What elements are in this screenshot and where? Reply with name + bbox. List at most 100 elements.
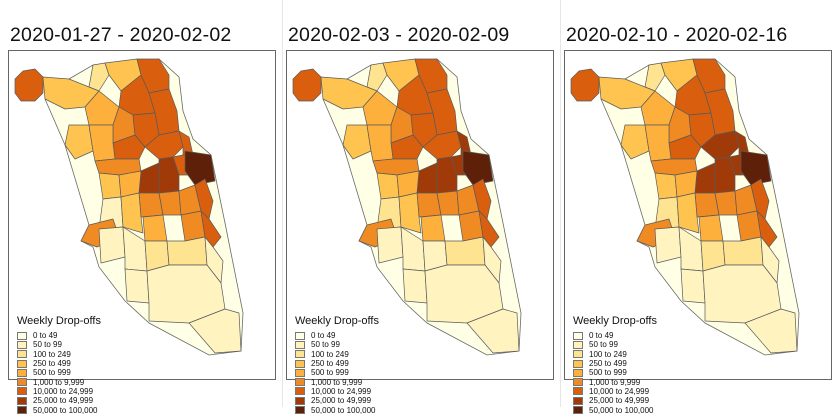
map-region-south-lake2 <box>750 178 770 220</box>
legend-item: 50 to 99 <box>17 340 101 349</box>
legend-swatch <box>295 340 305 349</box>
map-region-south-w1 <box>98 172 122 200</box>
legend-label: 0 to 49 <box>589 331 614 341</box>
panel-title: 2020-02-10 - 2020-02-16 <box>566 24 788 46</box>
panel-separator <box>560 0 561 407</box>
legend-item: 10,000 to 24,999 <box>573 387 657 396</box>
panel-title: 2020-01-27 - 2020-02-02 <box>10 24 232 46</box>
map-frame: Weekly Drop-offs 0 to 49 50 to 99 100 to 2… <box>8 50 276 415</box>
choropleth-map <box>292 58 522 356</box>
legend-swatch <box>573 406 583 415</box>
legend-item: 10,000 to 24,999 <box>295 387 379 396</box>
map-panel-2: 2020-02-03 - 2020-02-09 Weekly Drop-offs… <box>286 0 556 415</box>
legend-item: 25,000 to 49,999 <box>17 396 101 405</box>
map-region-far-sw <box>376 226 404 264</box>
map-legend: Weekly Drop-offs 0 to 49 50 to 99 100 to 2… <box>17 315 101 415</box>
legend-swatch <box>295 359 305 368</box>
map-region-far-north-w <box>88 62 110 92</box>
legend-swatch <box>17 350 27 359</box>
legend-swatch <box>295 350 305 359</box>
map-region-far-s1 <box>124 268 150 304</box>
map-region-far-se2 <box>760 236 780 284</box>
legend-swatch <box>17 378 27 387</box>
legend-item: 500 to 999 <box>17 368 101 377</box>
legend-label: 500 to 999 <box>311 368 349 378</box>
legend-item: 500 to 999 <box>573 368 657 377</box>
map-region-south-c2 <box>158 190 182 216</box>
legend-item: 0 to 49 <box>295 331 379 340</box>
legend-swatch <box>17 331 27 340</box>
legend-swatch <box>17 340 27 349</box>
legend-item: 100 to 249 <box>573 350 657 359</box>
legend-item: 100 to 249 <box>17 350 101 359</box>
map-region-far-se2 <box>204 236 224 284</box>
legend-label: 10,000 to 24,999 <box>589 386 650 396</box>
legend-swatch <box>573 368 583 377</box>
legend-swatch <box>17 396 27 405</box>
map-region-west-a <box>64 124 94 160</box>
map-region-far-s3 <box>466 308 520 354</box>
legend-label: 250 to 499 <box>589 359 627 369</box>
map-region-south-lake2 <box>194 178 214 220</box>
legend-swatch <box>295 368 305 377</box>
map-region-far-s1 <box>680 268 706 304</box>
legend-label: 10,000 to 24,999 <box>33 386 94 396</box>
map-legend: Weekly Drop-offs 0 to 49 50 to 99 100 to 2… <box>295 315 379 415</box>
legend-swatch <box>17 406 27 415</box>
map-frame: Weekly Drop-offs 0 to 49 50 to 99 100 to 2… <box>286 50 554 415</box>
map-region-far-se1 <box>166 236 208 266</box>
legend-item: 10,000 to 24,999 <box>17 387 101 396</box>
legend-label: 50 to 99 <box>33 340 62 350</box>
map-region-far-sw <box>654 226 682 264</box>
legend-item: 250 to 499 <box>295 359 379 368</box>
legend-item: 0 to 49 <box>573 331 657 340</box>
legend-swatch <box>573 396 583 405</box>
legend-label: 10,000 to 24,999 <box>311 386 372 396</box>
legend-label: 0 to 49 <box>33 331 58 341</box>
map-region-west-a <box>620 124 650 160</box>
legend-swatch <box>573 387 583 396</box>
map-legend: Weekly Drop-offs 0 to 49 50 to 99 100 to 2… <box>573 315 657 415</box>
legend-title: Weekly Drop-offs <box>295 315 379 327</box>
map-region-south-c4 <box>420 214 446 242</box>
map-panel-3: 2020-02-10 - 2020-02-16 Weekly Drop-offs… <box>564 0 834 415</box>
map-region-south-c4 <box>698 214 724 242</box>
legend-label: 1,000 to 9,999 <box>33 377 85 387</box>
map-region-south-w1 <box>654 172 678 200</box>
map-region-west-a <box>342 124 372 160</box>
legend-swatch <box>295 396 305 405</box>
panel-title: 2020-02-03 - 2020-02-09 <box>288 24 510 46</box>
map-frame: Weekly Drop-offs 0 to 49 50 to 99 100 to 2… <box>564 50 832 415</box>
legend-label: 50 to 99 <box>311 340 340 350</box>
map-region-far-north-w <box>366 62 388 92</box>
map-region-airport <box>14 68 44 102</box>
map-region-south-c3 <box>676 192 700 234</box>
legend-swatch <box>17 368 27 377</box>
legend-swatch <box>573 340 583 349</box>
map-region-far-s3 <box>744 308 798 354</box>
legend-title: Weekly Drop-offs <box>573 315 657 327</box>
legend-swatch <box>295 378 305 387</box>
legend-swatch <box>573 331 583 340</box>
legend-label: 25,000 to 49,999 <box>311 396 372 406</box>
legend-swatch <box>17 387 27 396</box>
legend-item: 250 to 499 <box>573 359 657 368</box>
legend-label: 0 to 49 <box>311 331 336 341</box>
choropleth-map <box>14 58 244 356</box>
legend-label: 100 to 249 <box>589 349 627 359</box>
legend-item: 25,000 to 49,999 <box>573 396 657 405</box>
legend-swatch <box>17 359 27 368</box>
legend-item: 1,000 to 9,999 <box>295 377 379 387</box>
map-region-south-c4 <box>142 214 168 242</box>
legend-swatch <box>573 359 583 368</box>
legend-label: 1,000 to 9,999 <box>589 377 641 387</box>
map-region-south-lake2 <box>472 178 492 220</box>
map-region-far-se1 <box>444 236 486 266</box>
legend-item: 500 to 999 <box>295 368 379 377</box>
legend-label: 250 to 499 <box>33 359 71 369</box>
map-region-far-s1 <box>402 268 428 304</box>
legend-swatch <box>573 378 583 387</box>
map-region-south-w1 <box>376 172 400 200</box>
map-region-far-s3 <box>188 308 242 354</box>
legend-item: 50 to 99 <box>295 340 379 349</box>
